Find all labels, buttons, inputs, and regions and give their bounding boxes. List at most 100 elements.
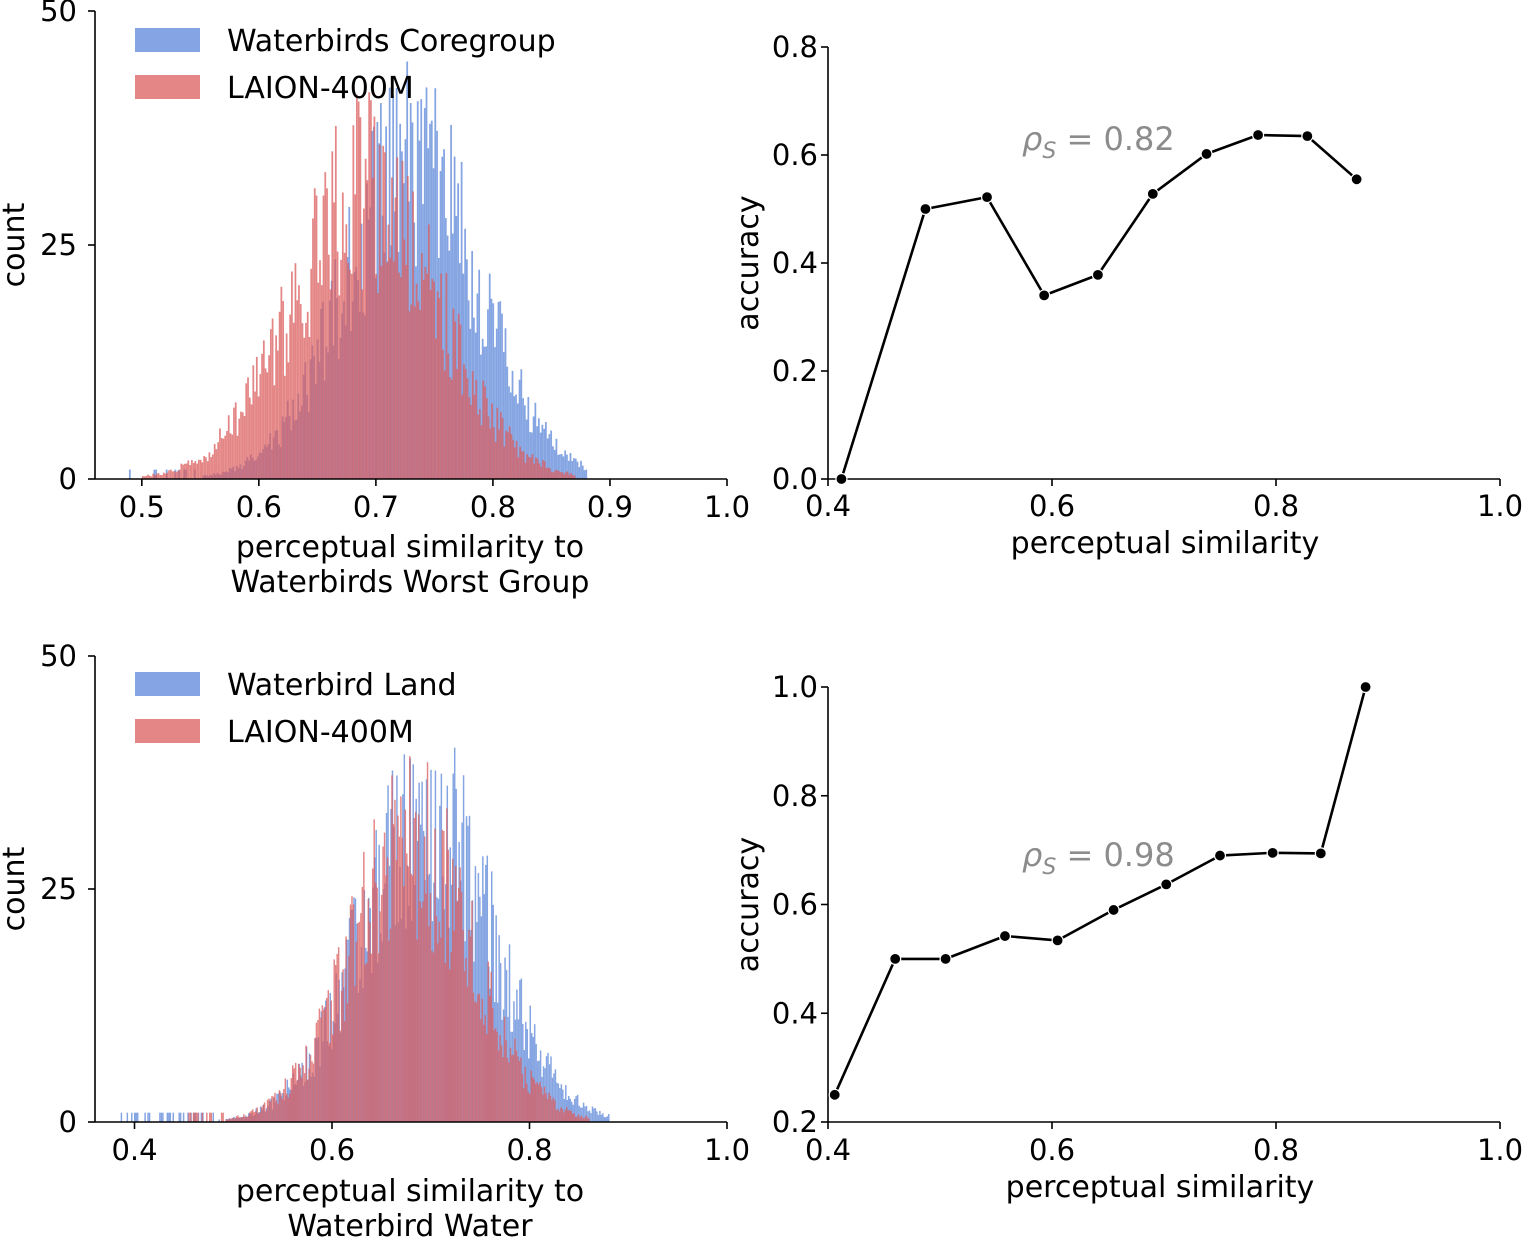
data-point bbox=[1251, 128, 1265, 142]
histogram-bar bbox=[172, 1112, 174, 1122]
histogram-bar bbox=[327, 254, 330, 479]
histogram-bar bbox=[271, 318, 274, 479]
histogram-bar bbox=[286, 1093, 288, 1122]
histogram-bar bbox=[534, 1083, 537, 1122]
histogram-bar bbox=[287, 362, 290, 479]
histogram-bar bbox=[405, 264, 407, 479]
histogram-bar bbox=[232, 1117, 235, 1122]
histogram-bar bbox=[580, 460, 582, 479]
histogram-bar bbox=[438, 298, 441, 479]
histogram-bar bbox=[522, 451, 525, 479]
histogram-bar bbox=[474, 1001, 476, 1122]
histogram-bar bbox=[452, 308, 455, 479]
histogram-bar bbox=[576, 461, 579, 479]
histogram-bar bbox=[409, 756, 411, 1122]
histogram-bar bbox=[474, 866, 477, 1122]
histogram-bar bbox=[252, 1109, 254, 1122]
histogram-bar bbox=[526, 454, 529, 479]
histogram-bar bbox=[183, 463, 186, 479]
histogram-bar bbox=[182, 464, 184, 479]
histogram-bar bbox=[357, 922, 359, 1122]
histogram-bar bbox=[426, 273, 428, 479]
histogram-bar bbox=[410, 304, 413, 479]
accuracy-line bbox=[833, 686, 1367, 1096]
data-point bbox=[980, 191, 994, 204]
histogram-bar bbox=[406, 853, 408, 1122]
histogram-bar bbox=[556, 469, 558, 479]
histogram-bar bbox=[280, 286, 283, 479]
histogram-bar bbox=[308, 337, 311, 479]
histogram-bar bbox=[210, 457, 213, 479]
histogram-bar bbox=[180, 463, 183, 479]
histogram-bar bbox=[233, 407, 235, 479]
histogram-bar bbox=[478, 993, 481, 1122]
histogram-bar bbox=[277, 1104, 279, 1122]
histogram-bar bbox=[269, 1101, 272, 1122]
histogram-bar bbox=[454, 865, 457, 1122]
histogram-bar bbox=[573, 458, 575, 479]
histogram-bar bbox=[420, 253, 423, 479]
histogram-bar bbox=[380, 894, 383, 1122]
histogram-bar bbox=[517, 457, 520, 479]
histogram-bar bbox=[546, 1098, 549, 1122]
histogram-bar bbox=[566, 1107, 568, 1122]
histogram-bar bbox=[560, 454, 563, 479]
histogram-bar bbox=[558, 1111, 561, 1122]
histogram-bar bbox=[318, 1008, 321, 1122]
histogram-bar bbox=[342, 969, 344, 1122]
histogram-bar bbox=[222, 1112, 224, 1122]
histogram-bar bbox=[580, 1115, 583, 1122]
histogram-bar bbox=[495, 915, 497, 1122]
histogram-bar bbox=[513, 396, 516, 479]
histogram-bar bbox=[128, 469, 131, 479]
histogram-bar bbox=[135, 1112, 137, 1122]
histogram-bar bbox=[179, 1112, 182, 1122]
histogram-bar bbox=[582, 1118, 584, 1122]
x-tick-label: 1.0 bbox=[704, 490, 750, 524]
histogram-bar bbox=[336, 251, 339, 479]
histogram-bar bbox=[250, 1110, 253, 1122]
histogram-bar bbox=[568, 474, 571, 479]
histogram-bar bbox=[175, 472, 177, 479]
histogram-bar bbox=[212, 1112, 214, 1122]
histogram-bar bbox=[486, 1034, 488, 1122]
histogram-bar bbox=[401, 837, 404, 1122]
histogram-bar bbox=[376, 887, 378, 1122]
histogram-bar bbox=[155, 473, 158, 479]
histogram-bar bbox=[573, 475, 576, 479]
histogram-bar bbox=[545, 468, 548, 479]
histogram-bar bbox=[203, 456, 206, 479]
histogram-bar bbox=[511, 370, 514, 479]
histogram-bar bbox=[433, 281, 435, 479]
histogram-bar bbox=[472, 992, 475, 1122]
histogram-bar bbox=[413, 817, 415, 1122]
histogram-bar bbox=[206, 1112, 208, 1122]
histogram-bar bbox=[506, 432, 509, 479]
histogram-bar bbox=[494, 441, 497, 479]
histogram-bar bbox=[213, 443, 216, 479]
histogram-bar bbox=[199, 459, 202, 479]
histogram-bar bbox=[363, 851, 365, 1122]
histogram-bar bbox=[564, 450, 567, 479]
histogram-bar bbox=[300, 1077, 303, 1122]
histogram-bar bbox=[600, 1114, 603, 1122]
histogram-bar bbox=[559, 454, 561, 479]
histogram-bar bbox=[530, 1070, 532, 1122]
histogram-bar bbox=[389, 928, 392, 1122]
data-point bbox=[1200, 147, 1213, 161]
histogram-bar bbox=[450, 379, 453, 479]
histogram-bar bbox=[259, 1112, 261, 1122]
x-tick-label: 1.0 bbox=[1477, 489, 1523, 523]
histogram-bar bbox=[529, 432, 531, 479]
histogram-bar bbox=[220, 438, 223, 479]
histogram-bar bbox=[562, 1089, 564, 1122]
histogram-bar bbox=[419, 310, 421, 479]
histogram-bar bbox=[581, 1107, 583, 1122]
histogram-bar bbox=[329, 1043, 331, 1122]
histogram-bar bbox=[581, 465, 584, 479]
histogram-bar bbox=[338, 295, 341, 479]
histogram-bar bbox=[456, 901, 458, 1122]
histogram-bar bbox=[457, 887, 460, 1122]
histogram-bar bbox=[278, 1090, 281, 1122]
histogram-series-red bbox=[188, 756, 590, 1122]
